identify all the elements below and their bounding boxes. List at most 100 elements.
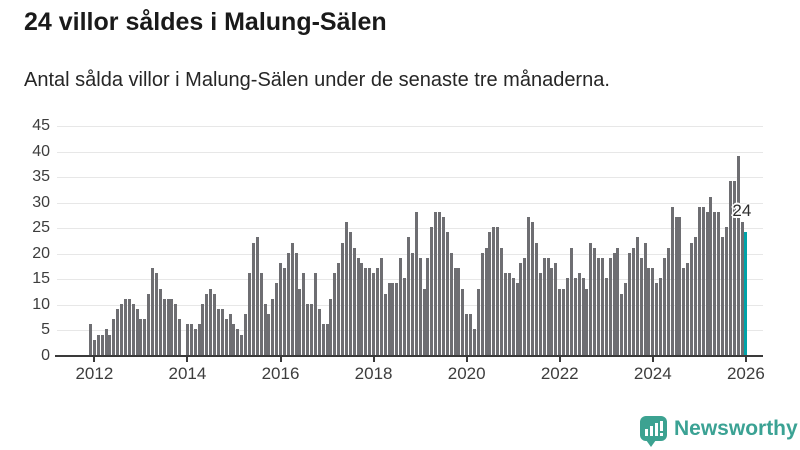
gridline [57,253,763,255]
bar [690,242,694,355]
bar [131,303,135,355]
bar [174,303,178,355]
bar [193,329,197,355]
bar [356,257,360,355]
chart-subtitle: Antal sålda villor i Malung-Sälen under … [24,69,610,91]
bar [441,217,445,355]
bar [705,211,709,355]
bar [546,257,550,355]
bar [391,283,395,355]
newsworthy-logo: Newsworthy [636,413,798,447]
x-axis-tick [186,356,189,362]
gridline [57,177,763,179]
bar [628,252,632,355]
bar [414,211,418,355]
x-axis-tick-label: 2026 [726,364,765,383]
bar [216,309,220,355]
bar [247,273,251,355]
bar [422,288,426,355]
x-axis-tick [465,356,468,362]
bar [92,339,96,355]
bar [352,247,356,355]
bar [666,247,670,355]
bar [333,273,337,355]
bar [511,278,515,355]
bar [569,247,573,355]
bar [135,309,139,355]
y-axis-tick-label: 20 [32,244,50,262]
bar [302,273,306,355]
bar [523,257,527,355]
bar [538,273,542,355]
bar [554,263,558,355]
bar [282,268,286,355]
x-axis-tick-label: 2016 [261,364,300,383]
bar [108,334,112,355]
bar [271,298,275,355]
page-title: 24 villor såldes i Malung-Sälen [24,8,387,36]
bar [589,242,593,355]
bar [403,278,407,355]
bar [728,181,732,355]
bar [348,232,352,355]
bar [647,268,651,355]
bar [310,303,314,355]
bar [116,309,120,355]
bar [492,227,496,355]
bar [255,237,259,355]
bar [170,298,174,355]
bar [104,329,108,355]
bar [449,252,453,355]
bar [123,298,127,355]
highlight-value-label: 24 [732,201,752,220]
x-axis-tick [558,356,561,362]
bar [697,206,701,355]
bar [317,309,321,355]
bar [166,298,170,355]
bar [736,155,740,355]
bar [597,257,601,355]
bar [565,278,569,355]
gridline [57,126,763,127]
bar [185,324,189,355]
bar [678,217,682,355]
speech-bubble-bar-chart-icon [640,416,667,441]
bar [534,242,538,355]
bar [158,288,162,355]
bar [259,273,263,355]
x-axis-tick [93,356,96,362]
bar [387,283,391,355]
speech-bubble-tail [646,440,656,447]
x-axis-tick-label: 2018 [354,364,393,383]
bar [120,303,124,355]
bar [321,324,325,355]
bar [620,293,624,355]
x-axis-tick [279,356,282,362]
bar [406,237,410,355]
bar [686,263,690,355]
bar [244,314,248,355]
bar [573,278,577,355]
bar [379,257,383,355]
gridline [57,151,763,153]
bar [209,288,213,355]
bar [453,268,457,355]
bar [337,263,341,355]
bar [275,283,279,355]
bar [375,268,379,355]
bar [655,283,659,355]
bar [151,268,155,355]
bar [178,319,182,355]
bar [724,227,728,355]
bar [542,257,546,355]
gridline [57,202,763,204]
bar [612,252,616,355]
bar [519,263,523,355]
bar [418,257,422,355]
bar [434,211,438,355]
bar [341,242,345,355]
bar [593,247,597,355]
y-axis-tick-label: 15 [32,270,50,288]
bar [585,288,589,355]
